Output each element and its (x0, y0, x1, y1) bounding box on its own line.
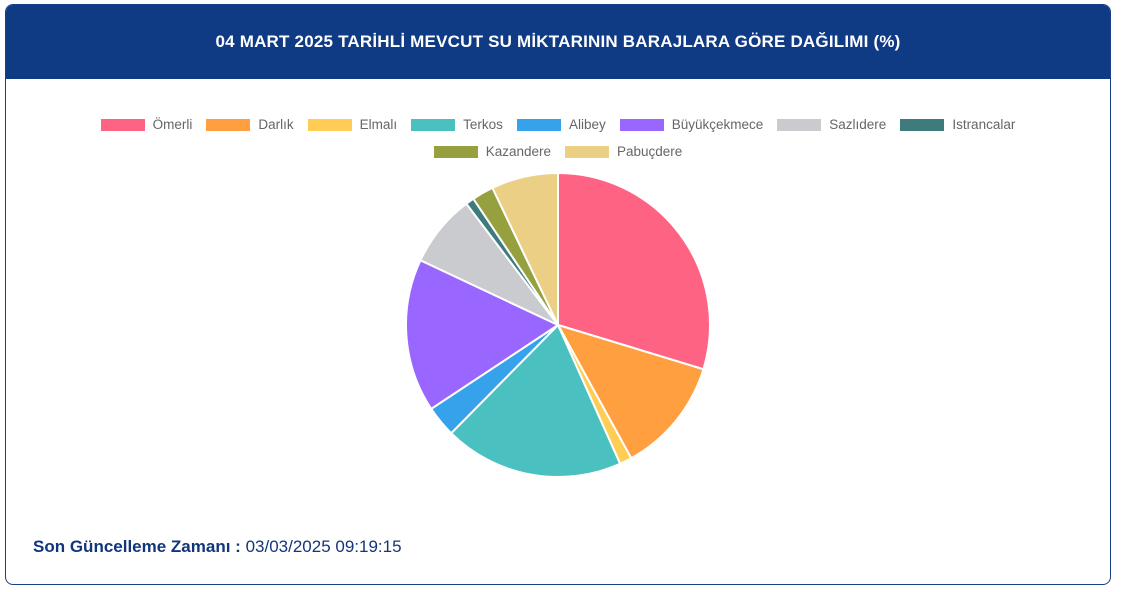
chart-legend: Ömerli Darlık Elmalı Terkos Alibey Büyükçekme… (6, 115, 1110, 161)
pie-slice-terkos[interactable] (449, 323, 622, 478)
legend-swatch (565, 145, 609, 158)
legend-swatch (433, 145, 478, 158)
legend-item[interactable]: Istrancalar (900, 115, 1015, 134)
last-update-label: Son Güncelleme Zamanı : (33, 537, 241, 556)
chart-title: 04 MART 2025 TARİHLİ MEVCUT SU MİKTARINI… (6, 5, 1110, 79)
pie-slice-ömerli[interactable] (557, 171, 711, 371)
legend-item[interactable]: Kazandere (433, 142, 551, 161)
legend-label: Ömerli (152, 117, 193, 132)
legend-swatch (619, 118, 664, 131)
pie-slice-büyükçekmece[interactable] (405, 258, 561, 411)
legend-swatch (900, 118, 945, 131)
legend-label: Istrancalar (952, 117, 1016, 132)
pie-slice-darlık[interactable] (555, 323, 705, 460)
legend-item[interactable]: Ömerli (100, 115, 193, 134)
legend-swatch (516, 118, 561, 131)
legend-item[interactable]: Sazlıdere (777, 115, 886, 134)
last-update-value: 03/03/2025 09:19:15 (245, 537, 402, 556)
legend-label: Elmalı (359, 117, 398, 132)
legend-label: Alibey (568, 117, 606, 132)
legend-swatch (100, 118, 145, 131)
legend-item[interactable]: Büyükçekmece (619, 115, 764, 134)
legend-label: Sazlıdere (829, 117, 887, 132)
legend-label: Darlık (258, 117, 294, 132)
pie-slice-pabuçdere[interactable] (491, 171, 559, 326)
chart-card: 04 MART 2025 TARİHLİ MEVCUT SU MİKTARINI… (5, 4, 1111, 585)
legend-label: Kazandere (485, 144, 551, 159)
legend-item[interactable]: Elmalı (307, 115, 398, 134)
legend-label: Büyükçekmece (671, 117, 764, 132)
legend-item[interactable]: Alibey (516, 115, 606, 134)
legend-item[interactable]: Terkos (411, 115, 503, 134)
legend-item[interactable]: Darlık (206, 115, 294, 134)
legend-swatch (206, 118, 251, 131)
legend-swatch (777, 118, 822, 131)
last-update: Son Güncelleme Zamanı : 03/03/2025 09:19… (33, 537, 402, 557)
legend-swatch (411, 118, 456, 131)
legend-swatch (307, 118, 352, 131)
legend-item[interactable]: Pabuçdere (565, 142, 682, 161)
legend-label: Terkos (463, 117, 503, 132)
legend-label: Pabuçdere (617, 144, 683, 159)
